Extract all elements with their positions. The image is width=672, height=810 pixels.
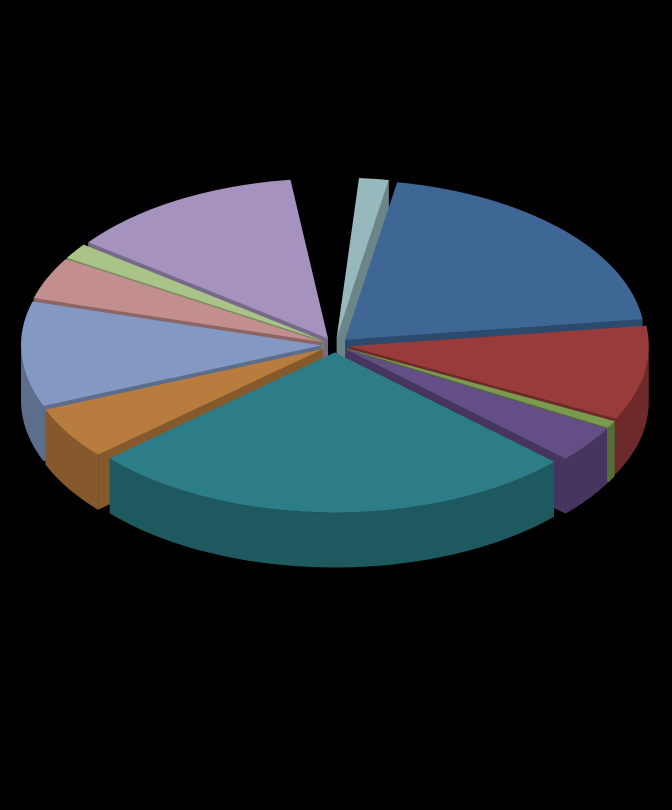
pie-slice-outer-slice-3 xyxy=(608,421,615,483)
pie-chart-3d xyxy=(0,0,672,810)
pie-slice-top-slice-1 xyxy=(345,182,643,340)
pie-chart-svg xyxy=(0,0,672,810)
